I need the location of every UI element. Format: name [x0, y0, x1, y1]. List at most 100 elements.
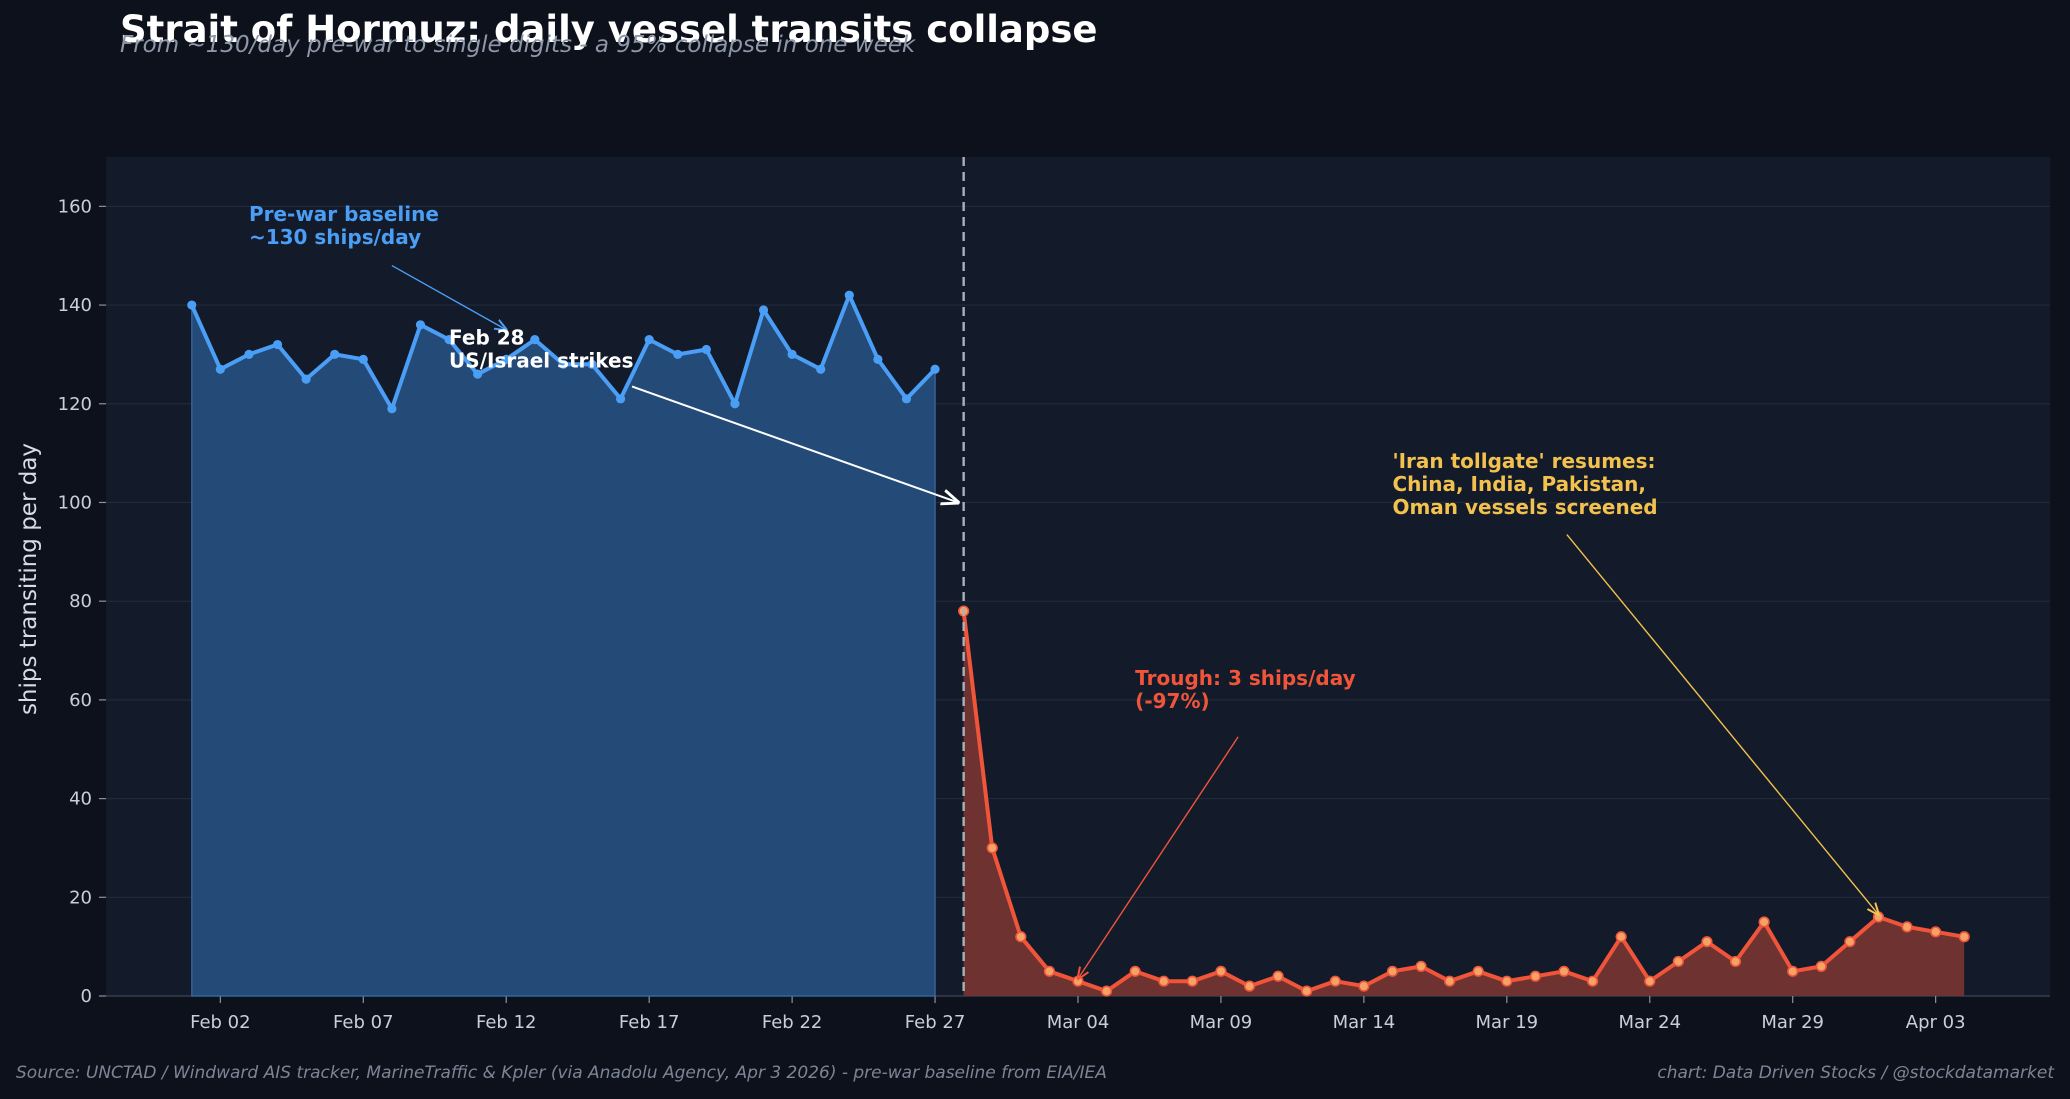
prewar-point [844, 290, 854, 300]
prewar-point [387, 404, 397, 414]
war-point [1158, 975, 1170, 987]
war-point [1129, 965, 1141, 977]
x-tick-label: Feb 27 [905, 1012, 966, 1033]
prewar-point [358, 354, 368, 364]
prewar-point [215, 364, 225, 374]
y-tick-label: 60 [69, 690, 92, 711]
war-point [1215, 965, 1227, 977]
prewar-point [530, 335, 540, 345]
x-tick-label: Feb 22 [762, 1012, 823, 1033]
prewar-series [187, 290, 940, 997]
x-tick-label: Feb 07 [333, 1012, 394, 1033]
war-point [1844, 936, 1856, 948]
war-point [1930, 926, 1942, 938]
tollgate-arrow [1566, 534, 1879, 915]
y-tick-label: 20 [69, 887, 92, 908]
war-point [1358, 980, 1370, 992]
war-point [1186, 975, 1198, 987]
x-tick-label: Feb 17 [619, 1012, 680, 1033]
series-layer [187, 157, 1970, 997]
war-point [1386, 965, 1399, 977]
prewar-point [501, 354, 511, 364]
prewar-point [758, 305, 769, 315]
war-point [1329, 975, 1341, 987]
strikes-label-line: Feb 28 [449, 326, 525, 350]
x-axis: Feb 02 Feb 07 Feb 12 Feb 17 Feb 22 Feb 27 Mar … [190, 996, 1966, 1033]
prewar-point [816, 364, 826, 374]
war-point [1558, 965, 1570, 977]
war-point [1701, 936, 1713, 948]
war-point [1758, 916, 1770, 928]
y-tick-label: 160 [58, 196, 92, 217]
baseline-label-line: ~130 ships/day [249, 225, 421, 249]
x-tick-label: Mar 19 [1476, 1012, 1539, 1033]
y-tick-label: 80 [69, 591, 92, 612]
prewar-point [644, 335, 654, 345]
baseline-arrow [391, 264, 506, 330]
y-tick-label: 0 [81, 986, 92, 1007]
prewar-point [272, 339, 283, 350]
war-point [1272, 970, 1284, 982]
tollgate-label-line: Oman vessels screened [1392, 495, 1657, 519]
x-tick-label: Feb 12 [476, 1012, 537, 1033]
strikes-label-line: US/Israel strikes [449, 349, 633, 373]
war-point [1615, 931, 1627, 943]
source-note: Source: UNCTAD / Windward AIS tracker, M… [16, 1063, 1107, 1083]
chart-subtitle: From ~130/day pre-war to single digits -… [120, 32, 916, 58]
war-point [1672, 955, 1684, 968]
war-point [1815, 960, 1827, 972]
prewar-point [444, 335, 454, 345]
prewar-point [615, 394, 626, 404]
x-tick-label: Mar 14 [1333, 1012, 1396, 1033]
war-point [1415, 960, 1427, 972]
prewar-point [673, 349, 683, 360]
line-chart: 0 20 40 60 80 100 120 140 160 Feb 02 Feb 07 Feb 12… [16, 157, 2050, 1033]
x-tick-label: Mar 04 [1047, 1012, 1110, 1033]
prewar-point [301, 374, 311, 384]
war-point [1729, 955, 1742, 968]
war-point [1787, 965, 1799, 977]
prewar-point [558, 359, 569, 369]
baseline-label-line: Pre-war baseline [249, 202, 439, 226]
war-point [1644, 975, 1656, 987]
war-point [1901, 921, 1913, 933]
trough-annotation: Trough: 3 ships/day(-97%) [1078, 666, 1356, 979]
trough-label-line: Trough: 3 ships/day [1135, 666, 1355, 690]
chart-title: Strait of Hormuz: daily vessel transits … [120, 8, 1098, 51]
war-point [1586, 975, 1599, 987]
y-tick-label: 40 [69, 789, 92, 810]
x-tick-label: Mar 09 [1190, 1012, 1253, 1033]
y-tick-label: 140 [58, 295, 92, 316]
war-point [1243, 980, 1256, 992]
annotations: Pre-war baseline~130 ships/day Feb 28US/I… [249, 202, 1879, 979]
prewar-area [191, 293, 936, 997]
war-area [963, 611, 1965, 996]
war-point [1444, 975, 1456, 987]
x-tick-label: Feb 02 [190, 1012, 251, 1033]
tollgate-label-line: China, India, Pakistan, [1392, 472, 1646, 496]
strikes-arrow [631, 385, 958, 502]
chart-credit: chart: Data Driven Stocks / @stockdatama… [1657, 1063, 2054, 1083]
prewar-point [787, 349, 797, 360]
y-axis-label: ships transiting per day [16, 443, 42, 715]
war-point [1529, 970, 1542, 982]
tollgate-label-line: 'Iran tollgate' resumes: [1392, 449, 1655, 473]
prewar-point [244, 349, 254, 360]
prewar-point [587, 359, 597, 369]
war-point [1015, 931, 1027, 943]
y-tick-label: 100 [58, 492, 92, 513]
prewar-point [901, 394, 912, 404]
war-point [1501, 975, 1513, 987]
y-tick-label: 120 [58, 394, 92, 415]
war-point [1301, 985, 1313, 997]
war-point [1043, 965, 1056, 977]
tollgate-annotation: 'Iran tollgate' resumes:China, India, Pa… [1392, 449, 1878, 915]
prewar-point [930, 364, 940, 374]
prewar-point [187, 300, 197, 310]
prewar-point [415, 320, 426, 330]
x-tick-label: Mar 24 [1618, 1012, 1681, 1033]
war-point [1472, 965, 1484, 977]
trough-arrow [1078, 736, 1239, 979]
war-point [1100, 985, 1113, 997]
